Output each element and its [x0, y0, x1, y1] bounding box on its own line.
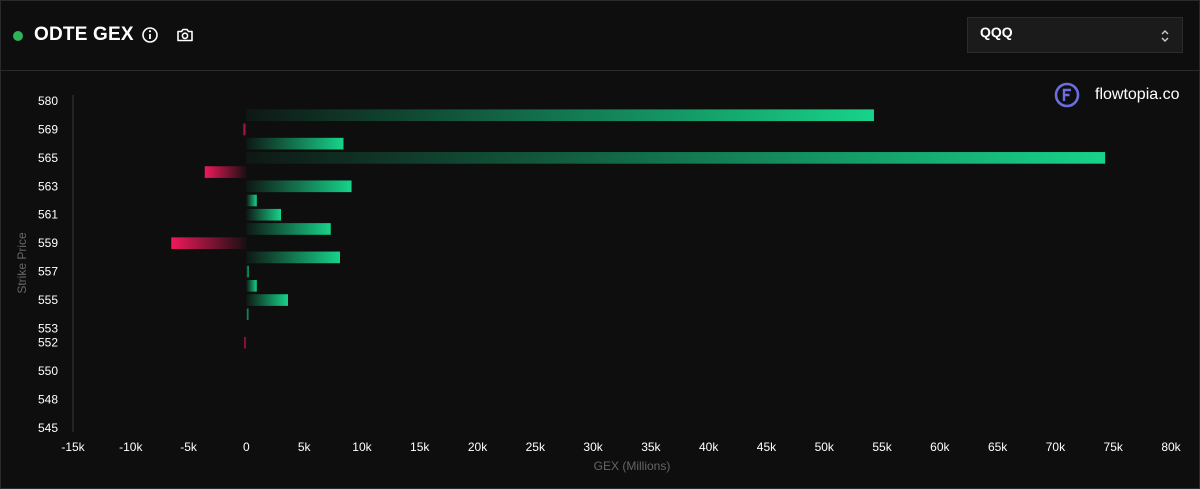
camera-icon[interactable] [175, 25, 195, 45]
ticker-select-value: QQQ [980, 24, 1013, 40]
x-tick-label: 10k [352, 440, 372, 454]
y-tick-label: 548 [38, 393, 58, 407]
x-tick-label: -15k [61, 440, 85, 454]
x-axis-title: GEX (Millions) [594, 459, 671, 473]
bar-strike-555[interactable] [246, 294, 288, 306]
x-tick-label: 40k [699, 440, 719, 454]
bar-strike-562[interactable] [246, 194, 257, 207]
y-tick-label: 555 [38, 293, 58, 307]
bar-strike-556[interactable] [246, 279, 257, 292]
bar-strike-558[interactable] [246, 251, 340, 264]
y-tick-label: 552 [38, 336, 58, 350]
x-tick-label: 5k [298, 440, 312, 454]
bar-strike-552[interactable] [244, 336, 247, 349]
y-tick-label: 561 [38, 208, 58, 222]
y-tick-label: 580 [38, 94, 58, 108]
y-tick-label: 569 [38, 122, 58, 136]
x-tick-label: 60k [930, 440, 950, 454]
bar-strike-559[interactable] [171, 237, 247, 250]
bar-strike-566[interactable] [246, 137, 344, 150]
x-tick-label: 35k [641, 440, 661, 454]
x-tick-label: 0 [243, 440, 250, 454]
bar-strike-563[interactable] [246, 180, 352, 193]
x-axis: -15k -10k -5k 0 5k 10k 15k 20k 25k 30k 35k 40k 45k 50… [61, 440, 1181, 454]
y-tick-label: 565 [38, 151, 58, 165]
bar-strike-561[interactable] [246, 208, 282, 221]
y-tick-label: 557 [38, 265, 58, 279]
y-tick-label: 563 [38, 179, 58, 193]
x-tick-label: 55k [872, 440, 892, 454]
bar-strike-554[interactable] [246, 308, 249, 321]
panel-title: ODTE GEX [34, 24, 134, 45]
bar-strike-565[interactable] [246, 152, 1106, 164]
info-icon[interactable] [140, 25, 160, 45]
flowtopia-logo-icon [1054, 82, 1080, 108]
bar-strike-570[interactable] [246, 109, 874, 122]
x-tick-label: 75k [1104, 440, 1124, 454]
ticker-select[interactable]: QQQ [967, 17, 1183, 53]
y-tick-label: 553 [38, 321, 58, 335]
bar-strike-560[interactable] [246, 223, 331, 235]
x-tick-label: 45k [757, 440, 777, 454]
y-axis-title: Strike Price [15, 232, 29, 294]
panel-header: ODTE GEX QQQ [1, 1, 1199, 71]
bar-strike-557[interactable] [246, 265, 249, 278]
brand-name: flowtopia.co [1095, 86, 1180, 103]
x-tick-label: 15k [410, 440, 430, 454]
x-tick-label: 70k [1046, 440, 1066, 454]
x-tick-label: 30k [583, 440, 603, 454]
brand[interactable]: flowtopia.co [1053, 81, 1180, 109]
y-tick-label: 550 [38, 364, 58, 378]
y-tick-label: 545 [38, 421, 58, 435]
x-tick-label: 65k [988, 440, 1008, 454]
x-tick-label: 80k [1161, 440, 1181, 454]
status-dot [13, 31, 23, 41]
gex-chart: 580569565563561559557555553552550548545 … [15, 94, 1182, 473]
x-tick-label: 25k [526, 440, 546, 454]
x-tick-label: -10k [119, 440, 143, 454]
x-tick-label: 50k [815, 440, 835, 454]
chevron-up-down-icon [1158, 27, 1172, 45]
y-tick-label: 559 [38, 236, 58, 250]
x-tick-label: 20k [468, 440, 488, 454]
bars-layer [171, 109, 1106, 349]
bar-strike-564[interactable] [204, 166, 247, 178]
x-tick-label: -5k [180, 440, 198, 454]
bar-strike-569[interactable] [243, 123, 247, 136]
